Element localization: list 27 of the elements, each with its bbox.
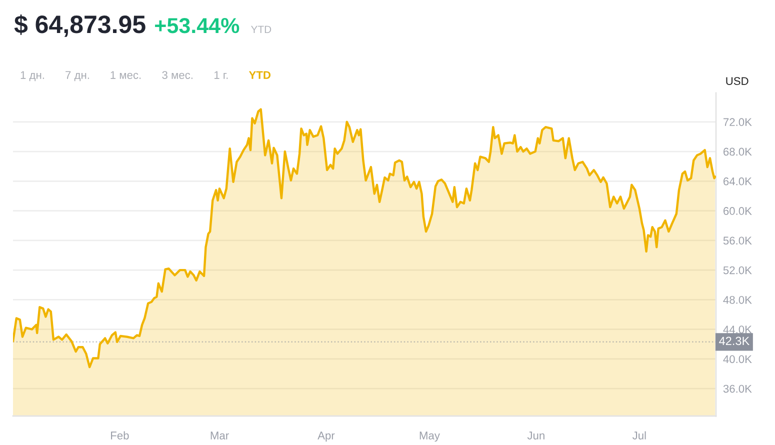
x-tick-label: Feb [111, 431, 129, 440]
y-tick-label: 72.0K [724, 118, 752, 126]
y-tick-label: 52.0K [723, 266, 752, 274]
y-tick-label: 44.0K [723, 326, 752, 334]
text: YTD [248, 71, 271, 79]
ref-line-label: 42.3K [719, 336, 750, 346]
y-tick-label: 60.0K [724, 207, 752, 215]
x-tick-label: May [420, 432, 440, 442]
y-axis-title: USD [726, 77, 748, 85]
text: 1 дн. [20, 71, 44, 82]
y-tick-label: 64.0K [724, 177, 752, 186]
y-tick-label: 48.0K [723, 296, 752, 304]
y-tick-label: 56.0K [723, 236, 752, 245]
x-tick-label: Jun [527, 432, 544, 440]
y-tick-label: 40.0K [723, 355, 752, 364]
y-tick-label: 36.0K [723, 384, 752, 393]
y-tick-label: 68.0K [724, 148, 752, 156]
x-tick-label: Apr [318, 432, 335, 442]
text: 1 г. [214, 71, 228, 79]
chart-subtitle: +53.44% [155, 18, 240, 34]
text: YTD [250, 26, 272, 33]
x-tick-label: Mar [210, 432, 229, 440]
chart-title: $ 64,873.95 [14, 14, 146, 37]
text: 7 дн. [66, 71, 89, 82]
text: 1 мес. [110, 71, 141, 79]
text: 3 мес. [162, 71, 192, 79]
x-tick-label: Jul [632, 431, 646, 440]
